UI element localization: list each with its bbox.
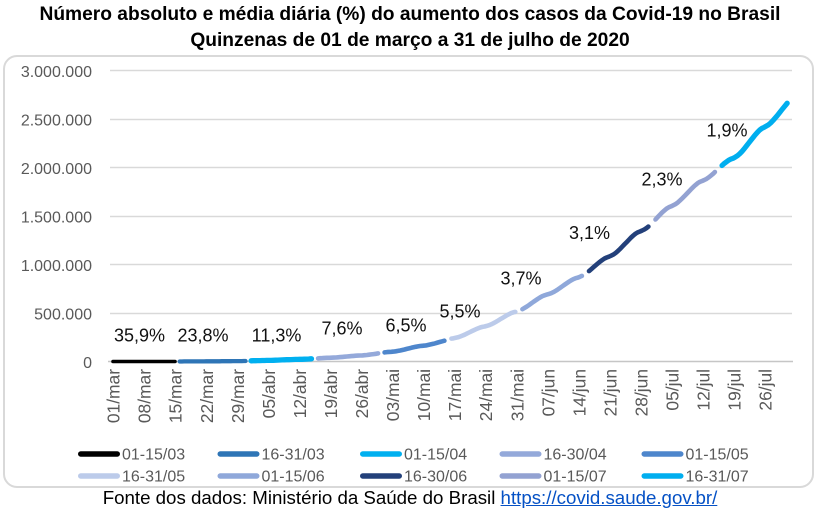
svg-text:11,3%: 11,3% [252,326,302,346]
svg-text:6,5%: 6,5% [385,316,426,336]
svg-text:3.000.000: 3.000.000 [21,64,92,81]
svg-text:26/jul: 26/jul [756,369,776,411]
svg-text:01-15/07: 01-15/07 [544,469,607,486]
svg-text:26/abr: 26/abr [352,369,372,419]
svg-text:31/mai: 31/mai [507,369,527,421]
svg-text:35,9%: 35,9% [114,326,165,346]
svg-text:10/mai: 10/mai [414,369,434,421]
svg-text:01/mar: 01/mar [104,369,124,423]
svg-text:12/jul: 12/jul [694,369,714,411]
svg-text:24/mai: 24/mai [476,369,496,421]
svg-text:16-30/06: 16-30/06 [404,469,467,486]
svg-text:14/jun: 14/jun [569,369,589,416]
svg-text:23,8%: 23,8% [177,326,228,346]
svg-text:22/mar: 22/mar [197,369,217,423]
svg-text:01-15/04: 01-15/04 [404,447,467,464]
svg-text:500.000: 500.000 [34,306,92,323]
svg-text:2,3%: 2,3% [641,170,682,190]
svg-text:2.000.000: 2.000.000 [21,161,92,178]
svg-text:07/jun: 07/jun [538,369,558,416]
svg-text:19/abr: 19/abr [321,369,341,419]
svg-text:2.500.000: 2.500.000 [21,112,92,129]
svg-text:08/mar: 08/mar [135,369,155,423]
svg-text:3,1%: 3,1% [569,223,610,243]
svg-text:28/jun: 28/jun [632,369,652,416]
svg-text:15/mar: 15/mar [166,369,186,423]
svg-text:16-31/03: 16-31/03 [262,447,325,464]
svg-text:05/jul: 05/jul [663,369,683,411]
svg-text:16-30/04: 16-30/04 [544,447,607,464]
svg-text:17/mai: 17/mai [445,369,465,421]
svg-text:5,5%: 5,5% [439,302,480,322]
svg-text:1,9%: 1,9% [706,121,747,141]
svg-text:01-15/05: 01-15/05 [686,447,749,464]
svg-text:01-15/06: 01-15/06 [262,469,325,486]
svg-text:1.500.000: 1.500.000 [21,209,92,226]
svg-text:19/jul: 19/jul [725,369,745,411]
svg-text:16-31/05: 16-31/05 [122,469,185,486]
svg-text:03/mai: 03/mai [383,369,403,421]
svg-text:7,6%: 7,6% [321,319,362,339]
svg-text:3,7%: 3,7% [500,269,541,289]
svg-text:05/abr: 05/abr [259,369,279,419]
svg-text:21/jun: 21/jun [600,369,620,416]
svg-text:1.000.000: 1.000.000 [21,258,92,275]
svg-text:01-15/03: 01-15/03 [122,447,185,464]
svg-text:12/abr: 12/abr [290,369,310,419]
svg-text:29/mar: 29/mar [228,369,248,423]
svg-text:0: 0 [83,355,92,372]
svg-text:16-31/07: 16-31/07 [686,469,749,486]
